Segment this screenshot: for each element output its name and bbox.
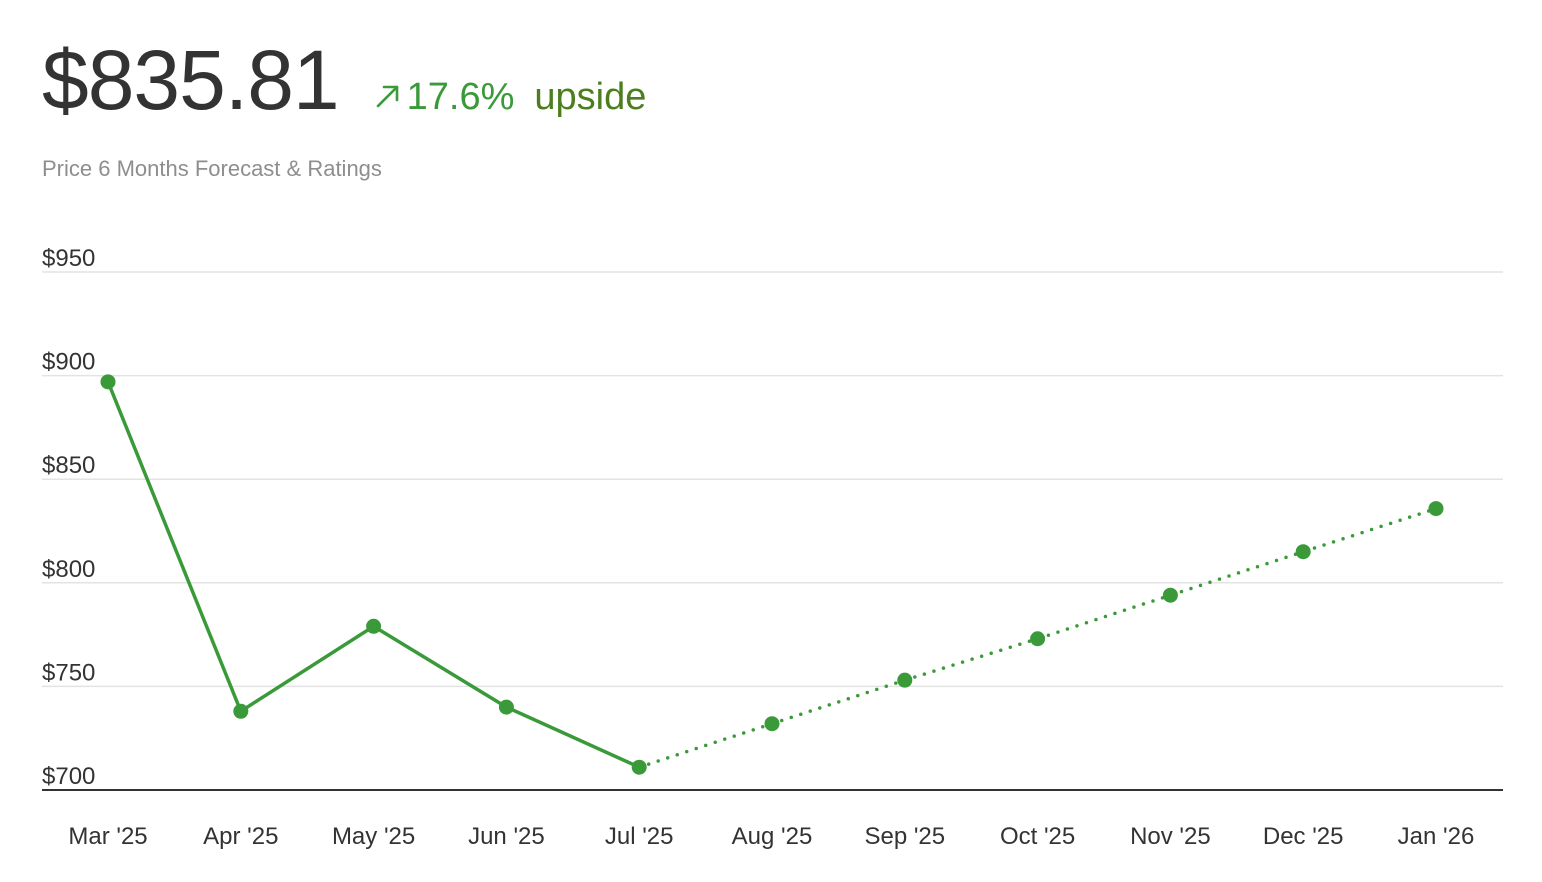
arrow-up-right-icon <box>376 85 398 108</box>
x-tick-label: Apr '25 <box>203 823 278 850</box>
forecast-point[interactable] <box>897 672 913 688</box>
chart-grid <box>42 271 1503 791</box>
forecast-point[interactable] <box>1030 631 1046 647</box>
current-price: $835.81 <box>42 33 340 127</box>
price-header: $835.81 17.6% upside <box>42 38 646 122</box>
x-tick-label: Jun '25 <box>468 823 545 850</box>
chart-points <box>100 374 1444 775</box>
history-point[interactable] <box>631 759 647 775</box>
y-tick-label: $850 <box>42 452 95 479</box>
price-change: 17.6% upside <box>373 76 647 118</box>
forecast-point[interactable] <box>764 716 780 732</box>
y-tick-label: $750 <box>42 659 95 686</box>
y-tick-label: $900 <box>42 349 95 376</box>
y-tick-label: $950 <box>42 245 95 272</box>
x-axis-labels: Mar '25 Apr '25 May '25 Jun '25 Jul '25 Aug '… <box>68 823 1474 850</box>
x-tick-label: Aug '25 <box>732 823 813 850</box>
chart-subtitle: Price 6 Months Forecast & Ratings <box>42 156 382 181</box>
x-tick-label: Nov '25 <box>1130 823 1211 850</box>
y-tick-label: $700 <box>42 763 95 790</box>
x-tick-label: Dec '25 <box>1263 823 1344 850</box>
x-tick-label: Jul '25 <box>605 823 674 850</box>
chart-series <box>106 380 1438 769</box>
x-tick-label: Jan '26 <box>1398 823 1475 850</box>
history-line <box>106 380 641 769</box>
x-tick-label: May '25 <box>332 823 415 850</box>
history-point[interactable] <box>366 618 382 634</box>
y-axis-labels: $700 $750 $800 $850 $900 $950 <box>42 245 95 790</box>
forecast-point[interactable] <box>1428 501 1444 517</box>
history-point[interactable] <box>100 374 116 390</box>
forecast-point[interactable] <box>1295 544 1311 560</box>
history-point[interactable] <box>498 699 514 715</box>
forecast-point[interactable] <box>1162 587 1178 603</box>
change-percent: 17.6% <box>406 76 515 118</box>
x-tick-label: Sep '25 <box>864 823 945 850</box>
y-tick-label: $800 <box>42 556 95 583</box>
change-label: upside <box>534 76 647 118</box>
history-point[interactable] <box>233 703 249 719</box>
x-tick-label: Mar '25 <box>68 823 147 850</box>
x-tick-label: Oct '25 <box>1000 823 1075 850</box>
